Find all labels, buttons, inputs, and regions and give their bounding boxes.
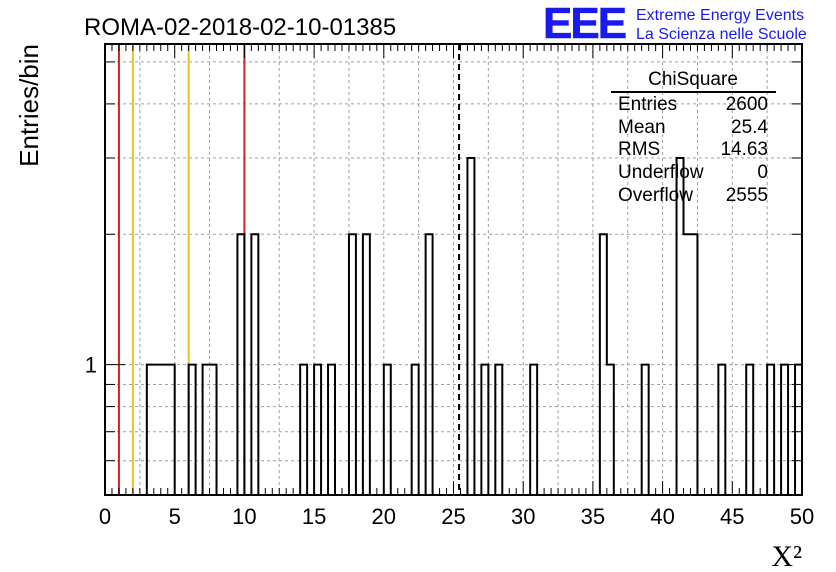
x-tick-label: 5 — [169, 504, 181, 529]
x-tick-label: 0 — [99, 504, 111, 529]
stats-value-underflow: 0 — [757, 162, 768, 183]
logo-line1: Extreme Energy Events — [636, 7, 804, 24]
stats-value-entries: 2600 — [726, 94, 768, 115]
x-tick-label: 20 — [372, 504, 396, 529]
grid — [105, 44, 802, 495]
stats-value-rms: 14.63 — [720, 139, 768, 160]
stats-box: ChiSquare Entries 2600 Mean 25.4 RMS 14.… — [611, 69, 776, 206]
stats-title: ChiSquare — [648, 69, 738, 90]
tick-labels: 0 5 10 15 20 25 30 35 40 45 50 1 — [85, 353, 814, 529]
x-tick-label: 40 — [650, 504, 674, 529]
logo-mark: EEE — [543, 0, 626, 48]
logo: EEE Extreme Energy Events La Scienza nel… — [543, 0, 807, 48]
axis-ticks — [104, 44, 803, 495]
y-tick-label: 1 — [85, 353, 97, 378]
stats-value-mean: 25.4 — [731, 117, 768, 138]
stats-label-entries: Entries — [618, 94, 677, 115]
x-axis-label: X² — [771, 540, 802, 572]
stats-label-rms: RMS — [618, 139, 660, 160]
stats-label-underflow: Underflow — [618, 162, 704, 183]
reference-lines — [117, 44, 461, 495]
x-tick-label: 30 — [511, 504, 535, 529]
x-tick-label: 35 — [581, 504, 605, 529]
y-axis-label: Entries/bin — [14, 44, 44, 167]
x-tick-label: 15 — [302, 504, 326, 529]
stats-label-mean: Mean — [618, 117, 666, 138]
x-tick-label: 25 — [441, 504, 465, 529]
stats-label-overflow: Overflow — [618, 185, 693, 206]
x-tick-label: 50 — [790, 504, 814, 529]
stats-value-overflow: 2555 — [726, 185, 768, 206]
x-tick-label: 45 — [720, 504, 744, 529]
x-tick-label: 10 — [232, 504, 256, 529]
chart-title: ROMA-02-2018-02-10-01385 — [84, 14, 396, 41]
logo-line2: La Scienza nelle Scuole — [636, 26, 807, 43]
